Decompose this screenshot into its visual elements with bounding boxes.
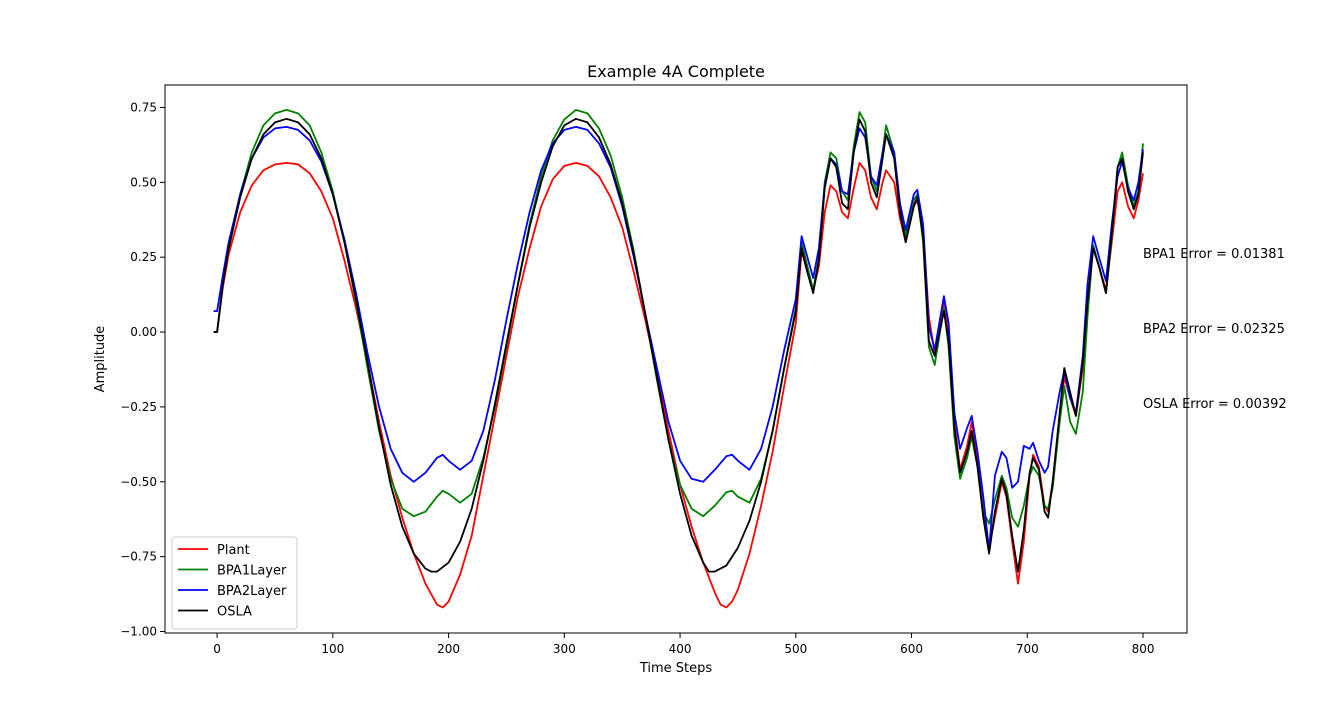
legend-label: BPA1Layer	[217, 564, 287, 579]
series-line-osla	[213, 117, 1144, 573]
x-axis-label: Time Steps	[639, 661, 713, 676]
x-tick-label: 500	[784, 642, 807, 656]
x-tick-label: 300	[553, 642, 576, 656]
legend-label: BPA2Layer	[217, 584, 287, 599]
y-tick-label: −0.50	[120, 475, 157, 489]
y-tick-label: 0.75	[130, 100, 157, 114]
error-annotation: BPA1 Error = 0.01381	[1143, 247, 1285, 262]
error-annotation: OSLA Error = 0.00392	[1143, 397, 1287, 412]
x-tick-label: 600	[900, 642, 923, 656]
axes-frame	[164, 84, 1188, 634]
x-tick-label: 200	[437, 642, 460, 656]
y-tick-label: 0.00	[130, 325, 157, 339]
x-tick-label: 400	[669, 642, 692, 656]
y-tick-label: 0.50	[130, 175, 157, 189]
plot-area: 0 100 200 300 400 500 600 700 800 0.75 0.50 0.25 0.0…	[120, 84, 1188, 656]
y-axis-label: Amplitude	[93, 326, 108, 393]
chart-title: Example 4A Complete	[587, 62, 765, 81]
series-line-bpa2layer	[213, 126, 1144, 552]
y-tick-label: −0.25	[120, 400, 157, 414]
legend: Plant BPA1Layer BPA2Layer OSLA	[171, 536, 298, 630]
x-tick-label: 700	[1016, 642, 1039, 656]
error-annotation: BPA2 Error = 0.02325	[1143, 322, 1285, 337]
legend-label: Plant	[217, 543, 250, 558]
legend-label: OSLA	[217, 605, 252, 620]
y-tick-label: 0.25	[130, 250, 157, 264]
series-group	[213, 109, 1144, 609]
legend-box	[171, 536, 298, 630]
y-tick-label: −1.00	[120, 625, 157, 639]
y-tick-label: −0.75	[120, 550, 157, 564]
x-tick-label: 0	[213, 642, 221, 656]
x-tick-label: 100	[321, 642, 344, 656]
x-tick-label: 800	[1132, 642, 1155, 656]
error-annotations: BPA1 Error = 0.01381 BPA2 Error = 0.02325…	[1143, 247, 1287, 412]
